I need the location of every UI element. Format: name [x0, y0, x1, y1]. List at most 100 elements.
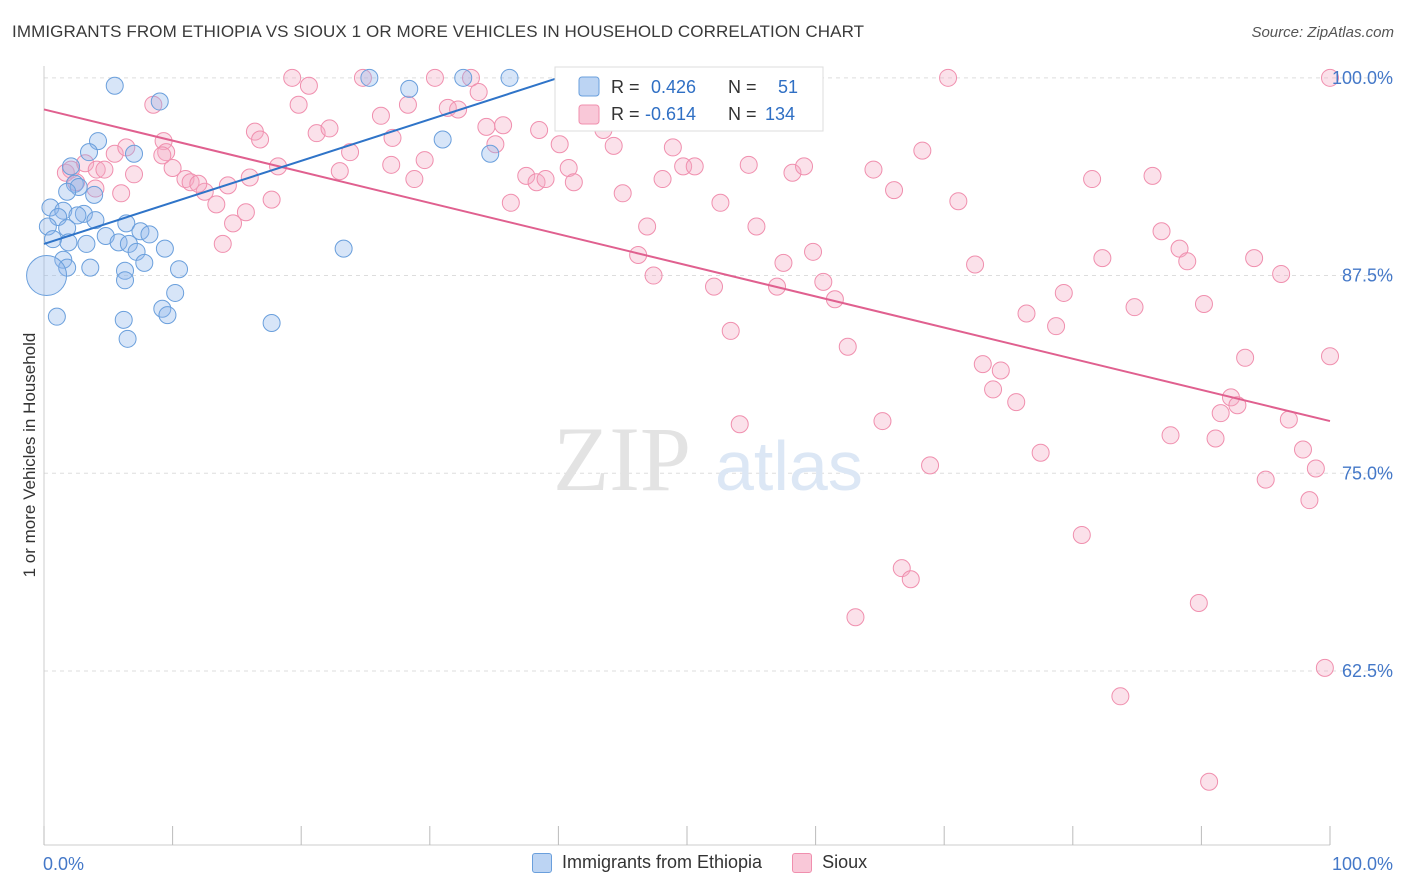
ethiopia-point	[118, 329, 137, 348]
sioux-point	[663, 138, 682, 157]
ethiopia-point	[262, 314, 281, 332]
sioux-point	[207, 195, 226, 214]
y-tick-label: 62.5%	[1342, 661, 1393, 681]
sioux-point	[371, 106, 390, 125]
ethiopia-point	[166, 283, 185, 302]
sioux-point	[1245, 249, 1264, 268]
ethiopia-point	[26, 255, 68, 297]
ethiopia-point	[170, 260, 189, 279]
ethiopia-point	[105, 76, 124, 95]
ethiopia-point	[114, 310, 133, 329]
chart-title: IMMIGRANTS FROM ETHIOPIA VS SIOUX 1 OR M…	[12, 22, 865, 41]
sioux-point	[721, 321, 740, 340]
sioux-point	[262, 190, 281, 209]
ethiopia-point	[77, 234, 96, 253]
sioux-point	[783, 163, 802, 182]
ethiopia-point	[155, 239, 174, 258]
sioux-point	[838, 337, 857, 356]
ethiopia-point	[85, 185, 104, 204]
sioux-point	[973, 355, 992, 374]
sioux-point	[112, 184, 131, 203]
sioux-point	[181, 173, 200, 192]
sioux-point	[921, 456, 940, 475]
stats-n-value-pink: 134	[765, 104, 795, 124]
sioux-point	[984, 380, 1003, 399]
sioux-point	[251, 130, 270, 149]
sioux-point	[711, 193, 730, 212]
sioux-point	[530, 121, 549, 140]
sioux-point	[76, 154, 95, 173]
sioux-point	[1200, 772, 1219, 791]
sioux-point	[550, 135, 569, 154]
ethiopia-point	[500, 68, 519, 87]
stats-swatch-blue	[578, 76, 600, 97]
sioux-point	[330, 162, 349, 181]
trendlines	[43, 76, 1331, 423]
sioux-point	[804, 242, 823, 261]
ethiopia-point	[116, 261, 135, 280]
ethiopia-point	[119, 234, 138, 253]
sioux-point	[1293, 440, 1312, 459]
sioux-point	[774, 253, 793, 272]
sioux-point	[653, 170, 672, 189]
ethiopia-point	[125, 144, 144, 163]
ethiopia-point	[400, 79, 419, 98]
sioux-point	[1321, 68, 1339, 87]
legend-item-ethiopia: Immigrants from Ethiopia	[532, 852, 762, 873]
sioux-point	[153, 146, 172, 165]
axes	[43, 66, 1331, 846]
legend-label-ethiopia: Immigrants from Ethiopia	[562, 852, 763, 872]
stats-swatch-pink	[578, 104, 600, 125]
watermark-zip: ZIP	[553, 408, 691, 510]
sioux-point	[873, 412, 892, 431]
sioux-point	[564, 173, 583, 192]
sioux-point	[966, 255, 985, 274]
stats-n-label-blue: N =	[728, 77, 757, 97]
sioux-point	[739, 155, 758, 174]
sioux-point	[224, 214, 243, 233]
x-tick-label-max: 100.0%	[1332, 854, 1393, 874]
sioux-point	[1007, 393, 1026, 412]
legend-swatch-sioux	[792, 852, 813, 873]
sioux-point	[1125, 298, 1144, 317]
stats-r-label-blue: R =	[611, 77, 640, 97]
ethiopia-point	[47, 307, 66, 326]
sioux-point	[405, 170, 424, 189]
sioux-point	[1152, 222, 1171, 241]
sioux-point	[163, 158, 182, 177]
sioux-point	[685, 157, 704, 176]
sioux-point	[501, 193, 520, 212]
ethiopia-point	[62, 157, 81, 176]
stats-legend-box: R = 0.426 N = 51 R = -0.614 N = 134	[554, 66, 824, 132]
y-tick-label: 87.5%	[1342, 266, 1393, 286]
legend-item-sioux: Sioux	[792, 852, 867, 873]
sioux-points	[56, 68, 1339, 791]
bottom-legend: Immigrants from Ethiopia Sioux	[532, 852, 897, 873]
sioux-point	[95, 160, 114, 179]
sioux-point	[1228, 396, 1247, 415]
sioux-point	[461, 68, 480, 87]
ethiopia-point	[158, 306, 177, 325]
sioux-point	[1206, 429, 1225, 448]
ethiopia-point	[150, 92, 169, 111]
sioux-point	[341, 143, 360, 162]
stats-r-label-pink: R =	[611, 104, 640, 124]
sioux-point	[901, 570, 920, 589]
sioux-point	[299, 76, 318, 95]
x-tick-label-min: 0.0%	[43, 854, 84, 874]
sioux-point	[382, 155, 401, 174]
y-tick-label: 100.0%	[1332, 68, 1393, 88]
sioux-point	[353, 68, 372, 87]
sioux-point	[1256, 470, 1275, 489]
sioux-point	[795, 157, 814, 176]
sioux-point	[1143, 166, 1162, 185]
sioux-point	[559, 158, 578, 177]
sioux-point	[644, 266, 663, 285]
ethiopia-point	[454, 68, 473, 87]
legend-label-sioux: Sioux	[822, 852, 868, 872]
stats-r-value-blue: 0.426	[651, 77, 696, 97]
sioux-point	[398, 95, 417, 114]
sioux-point	[613, 184, 632, 203]
ethiopia-point	[81, 258, 100, 277]
sioux-point	[477, 117, 496, 136]
